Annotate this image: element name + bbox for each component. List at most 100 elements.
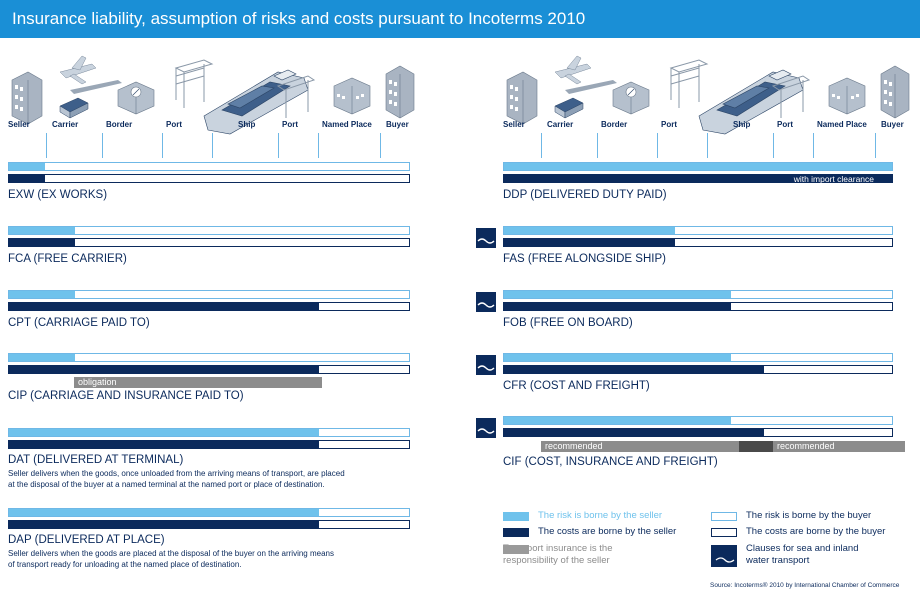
stage-label: Border: [601, 120, 628, 129]
cif-insurance-overlap-bar: [739, 441, 773, 452]
stage-divider: [597, 133, 598, 158]
port-crane-icon: [174, 59, 214, 108]
stage-label: Border: [106, 120, 133, 129]
cif-insurance-bar-seller: recommended: [541, 441, 739, 452]
stage-divider: [380, 133, 381, 158]
transport-illustration: [506, 55, 910, 135]
fca-risk-bar: [8, 226, 410, 235]
exw-risk-fill: [9, 163, 45, 170]
stage-label: Port: [282, 120, 298, 129]
stage-label: Seller: [503, 120, 525, 129]
fob-cost-fill: [504, 303, 731, 310]
cpt-risk-bar: [8, 290, 410, 299]
sea-transport-icon: [476, 292, 496, 312]
stage-label: Buyer: [881, 120, 904, 129]
legend-label: Clauses for sea and inland: [746, 543, 859, 554]
fas-cost-fill: [504, 239, 675, 246]
stage-labels: Seller Carrier Border Port Ship Port Nam…: [8, 118, 418, 166]
port-crane-2-icon: [276, 75, 316, 118]
dat-cost-fill: [9, 441, 319, 448]
sea-transport-icon: [711, 545, 737, 567]
sea-transport-icon: [476, 355, 496, 375]
transport-illustration: [11, 55, 415, 135]
ddp-risk-fill: [504, 163, 892, 170]
stage-label: Ship: [733, 120, 751, 129]
dat-description-line-1: Seller delivers when the goods, once unl…: [8, 469, 345, 478]
port-crane-2-icon: [771, 75, 811, 118]
fas-risk-fill: [504, 227, 675, 234]
legend-cost-seller: The costs are borne by the seller: [503, 526, 676, 538]
cip-risk-bar: [8, 353, 410, 362]
rail-icon: [565, 80, 617, 94]
stage-label: Buyer: [386, 120, 409, 129]
ddp-cost-bar: with import clearance: [503, 174, 893, 184]
legend-label: The costs are borne by the seller: [538, 526, 677, 537]
stage-label: Named Place: [817, 120, 867, 129]
stage-divider: [212, 133, 213, 158]
legend-label: Transport insurance is the: [503, 543, 613, 554]
legend-swatch: [503, 545, 529, 554]
cfr-cost-bar: [503, 365, 893, 374]
cip-cost-fill: [9, 366, 319, 373]
dat-cost-bar: [8, 440, 410, 449]
exw-cost-bar: [8, 174, 410, 183]
truck-icon: [59, 97, 89, 119]
cif-cost-fill: [504, 429, 764, 436]
exw-cost-fill: [9, 175, 45, 182]
header-bar: Insurance liability, assumption of risks…: [0, 0, 920, 38]
stage-label: Named Place: [322, 120, 372, 129]
cpt-risk-fill: [9, 291, 75, 298]
cif-risk-fill: [504, 417, 731, 424]
fas-risk-bar: [503, 226, 893, 235]
border-building-icon: [117, 81, 155, 115]
stage-divider: [813, 133, 814, 158]
stage-label: Carrier: [52, 120, 79, 129]
dat-description-line-2: at the disposal of the buyer at a named …: [8, 480, 325, 489]
cfr-cost-fill: [504, 366, 764, 373]
dap-description-line-1: Seller delivers when the goods are place…: [8, 549, 334, 558]
stage-label: Carrier: [547, 120, 574, 129]
stage-labels: Seller Carrier Border Port Ship Port Nam…: [503, 118, 913, 166]
ddp-cost-fill: [504, 175, 892, 182]
legend-swatch: [711, 512, 737, 521]
exw-risk-bar: [8, 162, 410, 171]
truck-icon: [554, 97, 584, 119]
ship-icon: [203, 69, 309, 135]
legend-label: The risk is borne by the buyer: [746, 510, 872, 521]
fas-term: FAS (FREE ALONGSIDE SHIP): [503, 253, 666, 265]
stage-divider: [102, 133, 103, 158]
legend-swatch: [503, 528, 529, 537]
plane-icon: [554, 55, 592, 85]
stage-label: Ship: [238, 120, 256, 129]
stage-divider: [657, 133, 658, 158]
legend-sea-clauses: Clauses for sea and inland water transpo…: [711, 543, 859, 567]
dap-cost-bar: [8, 520, 410, 529]
cif-risk-bar: [503, 416, 893, 425]
cpt-cost-fill: [9, 303, 319, 310]
dat-risk-fill: [9, 429, 319, 436]
fas-cost-bar: [503, 238, 893, 247]
named-place-building-icon: [333, 77, 371, 115]
seller-building-icon: [11, 71, 43, 125]
sea-transport-icon: [476, 418, 496, 438]
named-place-building-icon: [828, 77, 866, 115]
legend-label: The costs are borne by the buyer: [746, 526, 886, 537]
legend-label: responsibility of the seller: [503, 555, 610, 566]
legend-label: water transport: [746, 555, 810, 566]
cip-term: CIP (CARRIAGE AND INSURANCE PAID TO): [8, 390, 244, 402]
seller-building-icon: [506, 71, 538, 125]
stage-divider: [278, 133, 279, 158]
dap-description-line-2: of transport ready for unloading at the …: [8, 560, 242, 569]
ddp-term: DDP (DELIVERED DUTY PAID): [503, 189, 667, 201]
ddp-risk-bar: [503, 162, 893, 171]
fob-term: FOB (FREE ON BOARD): [503, 317, 633, 329]
border-building-icon: [612, 81, 650, 115]
dat-term: DAT (DELIVERED AT TERMINAL): [8, 454, 184, 466]
cpt-cost-bar: [8, 302, 410, 311]
buyer-building-icon: [385, 65, 415, 119]
legend-label: The risk is borne by the seller: [538, 510, 663, 521]
cif-term: CIF (COST, INSURANCE AND FREIGHT): [503, 456, 718, 468]
stage-divider: [46, 133, 47, 158]
cpt-term: CPT (CARRIAGE PAID TO): [8, 317, 150, 329]
dap-term: DAP (DELIVERED AT PLACE): [8, 534, 165, 546]
